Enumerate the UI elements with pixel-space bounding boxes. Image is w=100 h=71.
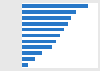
Bar: [22, 45, 52, 49]
Bar: [22, 22, 68, 26]
Bar: [22, 51, 42, 55]
Bar: [22, 57, 35, 61]
Bar: [22, 16, 71, 20]
Bar: [22, 10, 76, 14]
Bar: [22, 39, 56, 43]
Bar: [22, 34, 60, 37]
Bar: [22, 63, 28, 67]
Bar: [22, 28, 64, 32]
Bar: [22, 4, 88, 8]
